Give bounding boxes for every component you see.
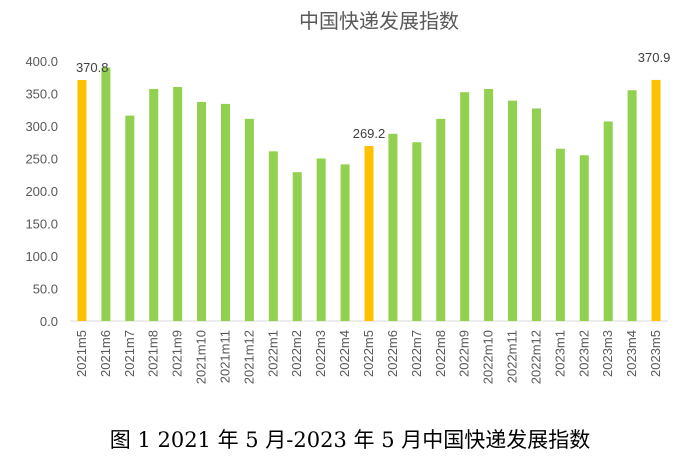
x-tick-label: 2022m1	[265, 330, 280, 377]
bar	[292, 172, 302, 321]
data-labels: 370.8 269.2 370.9	[76, 50, 670, 141]
x-tick-label: 2022m6	[385, 330, 400, 377]
x-tick-label: 2022m7	[409, 330, 424, 377]
bar	[268, 151, 278, 321]
data-label: 370.8	[76, 60, 109, 75]
x-tick-label: 2022m2	[289, 330, 304, 377]
bar	[579, 155, 589, 321]
x-tick-label: 2022m9	[457, 330, 472, 377]
figure-caption: 图 1 2021 年 5 月-2023 年 5 月中国快递发展指数	[109, 428, 591, 452]
x-tick-label: 2023m5	[648, 330, 663, 377]
x-tick-label: 2023m2	[576, 330, 591, 377]
x-tick-label: 2021m8	[146, 330, 161, 377]
bar	[412, 142, 422, 321]
bar-chart: 中国快递发展指数 0.0 50.0 100.0 150.0 200.0 250.0 300.…	[25, 9, 670, 384]
x-tick-label: 2022m10	[481, 330, 496, 384]
x-tick-label: 2023m4	[624, 330, 639, 377]
chart-area: 中国快递发展指数 0.0 50.0 100.0 150.0 200.0 250.0 300.…	[25, 9, 670, 384]
bar	[220, 103, 230, 322]
bar	[197, 101, 207, 321]
x-tick-label: 2022m5	[361, 330, 376, 377]
bar	[173, 87, 183, 321]
y-tick-label: 150.0	[25, 217, 58, 232]
y-tick-label: 0.0	[40, 314, 58, 329]
bar-highlight	[364, 146, 374, 321]
bar	[436, 118, 446, 321]
x-tick-label: 2021m12	[241, 330, 256, 384]
x-tick-label: 2021m6	[98, 330, 113, 377]
bar	[316, 158, 326, 321]
x-tick-label: 2021m5	[74, 330, 89, 377]
bar	[149, 88, 159, 321]
y-tick-label: 100.0	[25, 249, 58, 264]
y-axis: 0.0 50.0 100.0 150.0 200.0 250.0 300.0 350.0 400…	[25, 54, 58, 329]
y-tick-label: 250.0	[25, 152, 58, 167]
x-axis: 2021m5 2021m6 2021m7 2021m8 2021m9 2021m10 202…	[74, 330, 663, 384]
y-tick-label: 400.0	[25, 54, 58, 69]
data-label: 269.2	[353, 126, 386, 141]
bar	[531, 108, 541, 321]
bar	[603, 121, 613, 321]
bar	[340, 164, 350, 321]
bar	[125, 115, 135, 321]
bar	[627, 90, 637, 321]
x-tick-label: 2022m8	[433, 330, 448, 377]
data-label: 370.9	[638, 50, 671, 65]
bar	[508, 100, 518, 322]
bar	[388, 133, 398, 321]
bar	[244, 118, 254, 321]
y-tick-label: 350.0	[25, 87, 58, 102]
x-tick-label: 2021m10	[194, 330, 209, 384]
x-tick-label: 2022m12	[528, 330, 543, 384]
bar-highlight	[77, 79, 87, 321]
x-tick-label: 2021m7	[122, 330, 137, 377]
bar	[460, 92, 470, 321]
x-tick-label: 2022m11	[505, 330, 520, 383]
bars	[77, 67, 661, 322]
bar	[555, 148, 565, 321]
x-tick-label: 2021m9	[170, 330, 185, 377]
x-tick-label: 2022m3	[313, 330, 328, 377]
bar	[101, 67, 111, 321]
x-tick-label: 2021m11	[217, 330, 232, 383]
y-tick-label: 200.0	[25, 184, 58, 199]
chart-title: 中国快递发展指数	[299, 9, 459, 33]
x-tick-label: 2022m4	[337, 330, 352, 377]
x-tick-label: 2023m3	[600, 330, 615, 377]
y-tick-label: 50.0	[33, 282, 58, 297]
bar-highlight	[651, 79, 661, 321]
x-tick-label: 2023m1	[552, 330, 567, 377]
bar	[484, 88, 494, 321]
y-tick-label: 300.0	[25, 119, 58, 134]
